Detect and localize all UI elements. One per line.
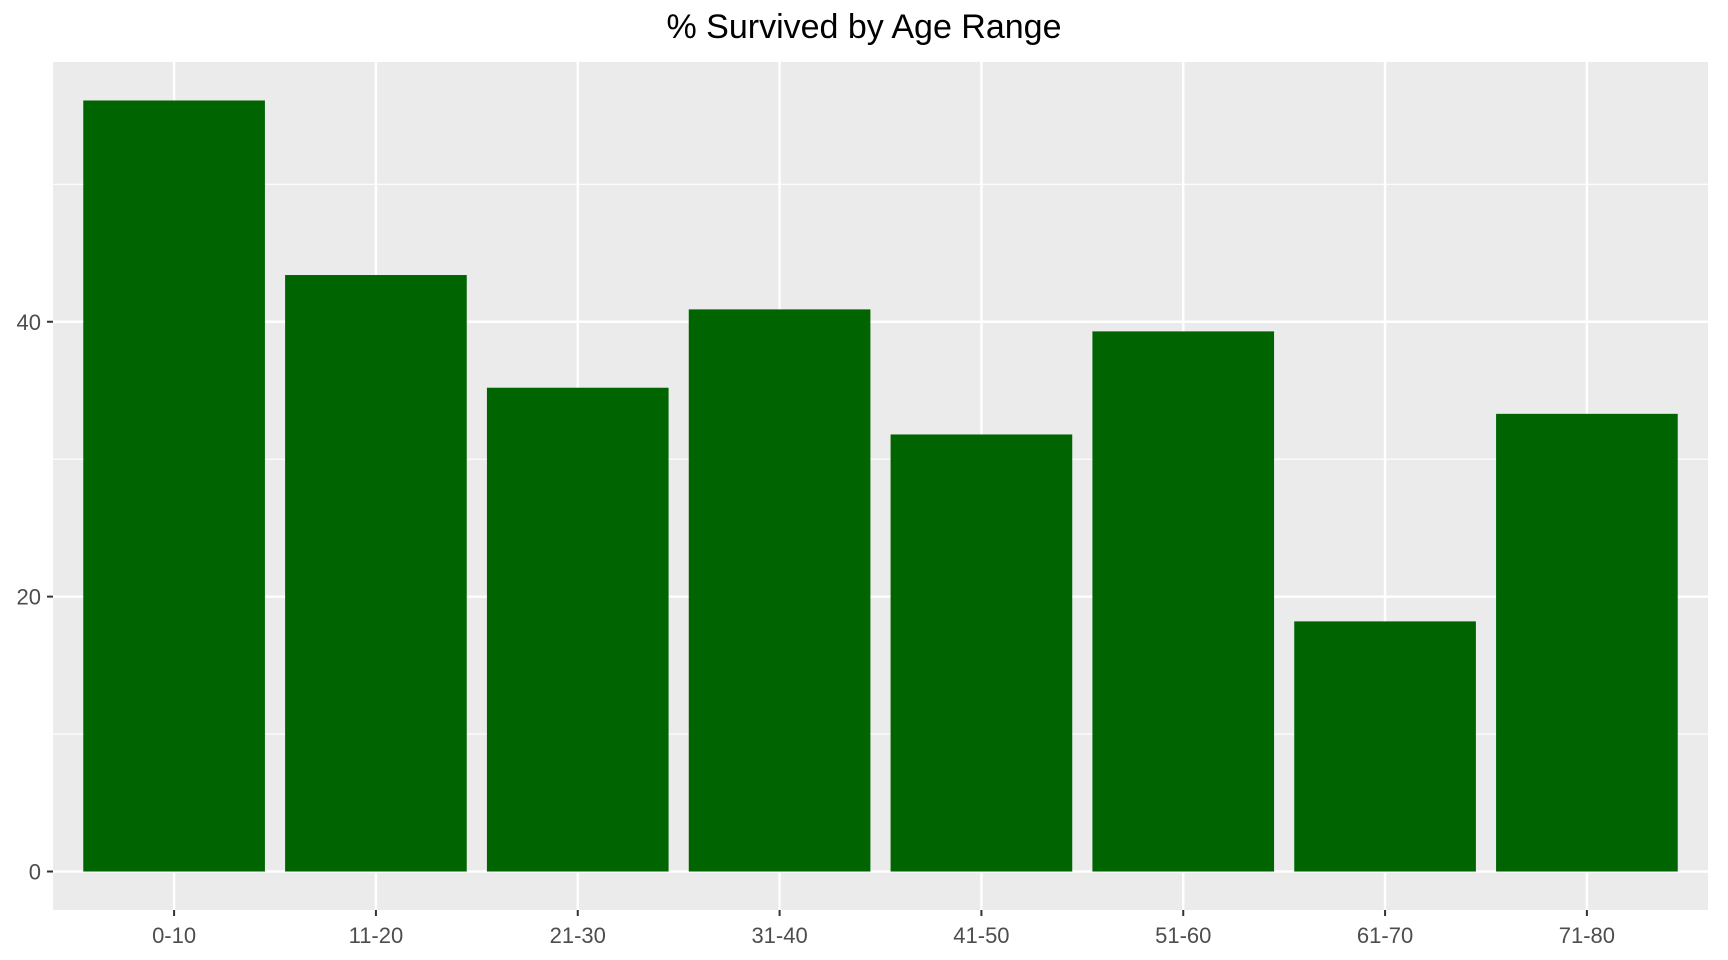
bar-21-30: [486, 387, 669, 872]
x-tick-label: 71-80: [1559, 923, 1615, 948]
x-tick-label: 41-50: [953, 923, 1009, 948]
y-tick-label: 0: [29, 860, 41, 885]
x-tick-label: 51-60: [1155, 923, 1211, 948]
bar-31-40: [688, 309, 871, 872]
x-tick-label: 21-30: [550, 923, 606, 948]
bar-51-60: [1092, 331, 1275, 872]
x-tick-label: 61-70: [1357, 923, 1413, 948]
y-tick-label: 40: [17, 310, 41, 335]
bar-11-20: [285, 275, 467, 872]
bar-41-50: [890, 434, 1073, 872]
x-tick-label: 11-20: [349, 923, 404, 948]
bar-0-10: [83, 100, 265, 872]
bars: [83, 100, 1678, 872]
chart-title: % Survived by Age Range: [666, 8, 1062, 46]
axes: 0 20 40 0-10 11-20 21-30 31-40 41-50 51-60 61-70 7…: [17, 310, 1616, 948]
x-tick-label: 31-40: [751, 923, 807, 948]
bar-71-80: [1496, 413, 1678, 872]
x-tick-label: 0-10: [152, 923, 196, 948]
bar-61-70: [1294, 621, 1476, 872]
y-tick-label: 20: [17, 585, 41, 610]
